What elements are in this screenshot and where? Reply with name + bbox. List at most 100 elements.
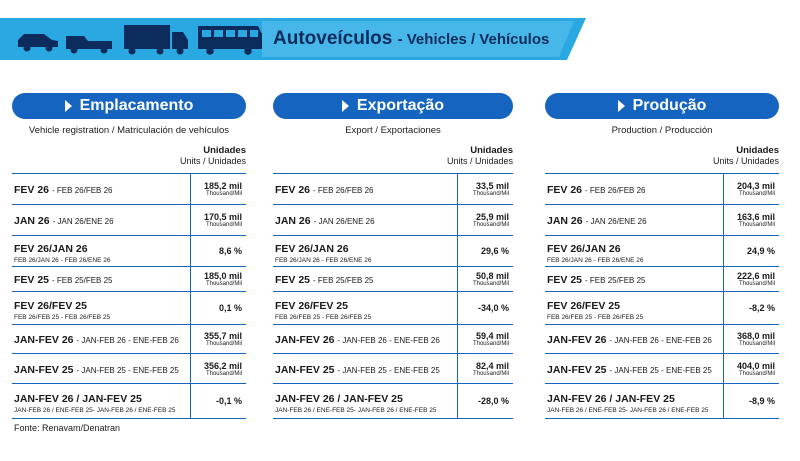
- label-line: FEV 26/FEV 25: [275, 296, 457, 314]
- title: Autoveículos: [273, 28, 393, 49]
- period: JAN-FEV 26: [547, 334, 607, 346]
- value: 59,4 mil: [475, 331, 509, 341]
- value-cell: 368,0 mil Thousand/Mil: [723, 325, 779, 353]
- period: FEV 26/JAN 26: [275, 242, 349, 255]
- value-cell: 222,6 mil Thousand/Mil: [723, 267, 779, 291]
- row: JAN-FEV 25- JAN-FEB 25 - ENE-FEB 25 404,0…: [545, 354, 779, 384]
- period: FEV 26/FEV 25: [14, 299, 87, 312]
- units-subtitle: Units / Unidades: [179, 156, 246, 166]
- period-detail: - JAN-FEB 25 - ENE-FEB 25: [609, 365, 712, 375]
- value: 25,9 mil: [475, 212, 509, 222]
- row-label: JAN-FEV 26 / JAN-FEV 25 JAN-FEB 26 / ENE-…: [12, 384, 190, 418]
- period-detail: - FEB 25/FEB 25: [585, 276, 646, 285]
- unit: Thousand/Mil: [738, 191, 775, 197]
- value: 222,6 mil: [736, 271, 775, 281]
- row-label: FEV 26- FEB 26/FEB 26: [545, 174, 723, 204]
- panel: Exportação Export / Exportaciones Unidades…: [273, 93, 513, 419]
- period-detail: - JAN 26/ENE 26: [313, 217, 375, 226]
- period-detail: - FEB 26/FEB 26: [313, 186, 374, 195]
- period: JAN 26: [275, 215, 311, 227]
- value: 163,6 mil: [736, 212, 775, 222]
- row: JAN 26- JAN 26/ENE 26 25,9 mil Thousand/Mi…: [273, 205, 513, 236]
- value: 8,6 %: [218, 246, 242, 256]
- label-line: JAN-FEV 26 / JAN-FEV 25: [14, 389, 190, 407]
- units-subtitle: Units / Unidades: [446, 156, 513, 166]
- label-line: FEV 26/JAN 26: [547, 239, 723, 257]
- period: FEV 26: [275, 184, 311, 196]
- label-line: JAN-FEV 26- JAN-FEB 26 - ENE-FEB 26: [14, 330, 190, 348]
- label-line: FEV 25- FEB 25/FEB 25: [14, 270, 190, 288]
- value-cell: 33,5 mil Thousand/Mil: [457, 174, 513, 204]
- period: JAN-FEV 25: [14, 363, 74, 376]
- row-label: FEV 26/FEV 25 FEB 26/FEB 25 - FEB 26/FEB …: [273, 292, 457, 324]
- value-cell: 82,4 mil Thousand/Mil: [457, 354, 513, 383]
- row: JAN-FEV 26- JAN-FEB 26 - ENE-FEB 26 368,0…: [545, 325, 779, 354]
- label-line: JAN-FEV 26- JAN-FEB 26 - ENE-FEB 26: [547, 330, 723, 348]
- period: FEV 25: [547, 274, 583, 286]
- panel-subtitle: Production / Producción: [611, 125, 713, 136]
- value: 82,4 mil: [475, 360, 509, 371]
- unit: Thousand/Mil: [472, 222, 509, 228]
- row-label: FEV 25- FEB 25/FEB 25: [545, 267, 723, 291]
- units: Unidades Units / Unidades: [545, 145, 779, 167]
- value: -28,0 %: [477, 396, 509, 406]
- period-detail: - FEB 26/FEB 26: [585, 186, 646, 195]
- row: FEV 26- FEB 26/FEB 26 33,5 mil Thousand/Mi…: [273, 174, 513, 205]
- row-label: JAN 26- JAN 26/ENE 26: [12, 205, 190, 235]
- value-cell: 8,6 %: [190, 236, 246, 266]
- value-cell: 29,6 %: [457, 236, 513, 266]
- unit: Thousand/Mil: [472, 281, 509, 287]
- label-line: JAN-FEV 25- JAN-FEB 25 - ENE-FEB 25: [14, 360, 190, 378]
- unit: Thousand/Mil: [738, 341, 775, 347]
- row-label: FEV 26/JAN 26 FEB 26/JAN 26 - FEB 26/ENE …: [545, 236, 723, 266]
- value-cell: 163,6 mil Thousand/Mil: [723, 205, 779, 235]
- panel-title: Produção: [545, 93, 779, 119]
- period: JAN-FEV 26: [275, 334, 335, 346]
- label-line: FEV 26- FEB 26/FEB 26: [14, 180, 190, 198]
- unit: Thousand/Mil: [205, 370, 242, 377]
- period: JAN-FEV 25: [275, 363, 335, 376]
- unit: Thousand/Mil: [205, 191, 242, 197]
- value-cell: -34,0 %: [457, 292, 513, 324]
- label-line: FEV 26/JAN 26: [14, 239, 190, 257]
- value-cell: 355,7 mil Thousand/Mil: [190, 325, 246, 353]
- value-cell: 404,0 mil Thousand/Mil: [723, 354, 779, 383]
- value-cell: 59,4 mil Thousand/Mil: [457, 325, 513, 353]
- period: FEV 26/JAN 26: [547, 242, 621, 255]
- row-label: JAN-FEV 26 / JAN-FEV 25 JAN-FEB 26 / ENE-…: [545, 384, 723, 418]
- row-label: JAN-FEV 26 / JAN-FEV 25 JAN-FEB 26 / ENE-…: [273, 384, 457, 418]
- unit: Thousand/Mil: [738, 281, 775, 287]
- value: 24,9 %: [746, 246, 775, 256]
- row: FEV 25- FEB 25/FEB 25 50,8 mil Thousand/Mi…: [273, 267, 513, 292]
- row-label: FEV 26/FEV 25 FEB 26/FEB 25 - FEB 26/FEB …: [545, 292, 723, 324]
- period-sub: FEB 26/FEB 25 - FEB 26/FEB 25: [275, 313, 372, 321]
- value: -0,1 %: [215, 396, 242, 406]
- unit: Thousand/Mil: [205, 222, 242, 228]
- label-line: FEV 26/FEV 25: [547, 296, 723, 314]
- period: FEV 26/FEV 25: [547, 299, 620, 312]
- value-cell: -8,9 %: [723, 384, 779, 418]
- period: FEV 25: [14, 274, 50, 286]
- row: JAN-FEV 26- JAN-FEB 26 - ENE-FEB 26 355,7…: [12, 325, 246, 354]
- header-title: Autoveículos - Vehicles / Vehículos: [273, 28, 549, 50]
- value-cell: -28,0 %: [457, 384, 513, 418]
- value-cell: -0,1 %: [190, 384, 246, 418]
- period: FEV 25: [275, 274, 311, 286]
- units: Unidades Units / Unidades: [273, 145, 513, 167]
- unit: Thousand/Mil: [472, 191, 509, 197]
- label-line: JAN-FEV 25- JAN-FEB 25 - ENE-FEB 25: [275, 360, 457, 378]
- value: 170,5 mil: [203, 212, 242, 222]
- period-detail: - FEB 25/FEB 25: [313, 276, 374, 285]
- period-detail: - FEB 26/FEB 26: [52, 186, 113, 195]
- source: Fonte: Renavam/Denatran: [14, 423, 121, 433]
- row: FEV 26- FEB 26/FEB 26 204,3 mil Thousand/M…: [545, 174, 779, 205]
- row-label: JAN 26- JAN 26/ENE 26: [545, 205, 723, 235]
- period-detail: - JAN-FEB 26 - ENE-FEB 26: [76, 336, 179, 345]
- period-detail: - JAN 26/ENE 26: [52, 217, 114, 226]
- row-label: JAN-FEV 26- JAN-FEB 26 - ENE-FEB 26: [12, 325, 190, 353]
- row-label: JAN-FEV 25- JAN-FEB 25 - ENE-FEB 25: [545, 354, 723, 383]
- row: FEV 26/JAN 26 FEB 26/JAN 26 - FEB 26/ENE …: [273, 236, 513, 267]
- period-sub: FEB 26/FEB 25 - FEB 26/FEB 25: [14, 313, 111, 321]
- subtitle: - Vehicles / Vehículos: [397, 31, 550, 48]
